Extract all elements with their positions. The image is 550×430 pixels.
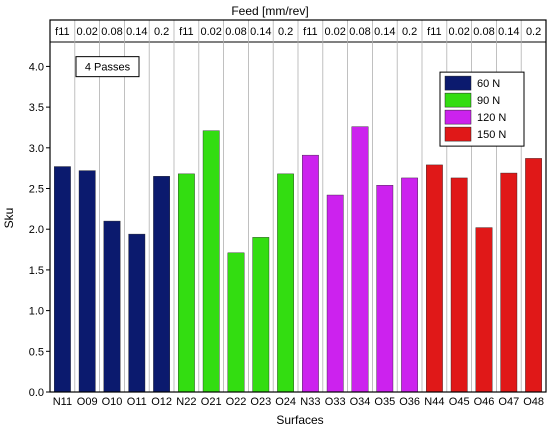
y-tick-label: 1.5 [29, 265, 44, 277]
feed-label: 0.08 [225, 26, 246, 38]
x-tick-label: O34 [350, 396, 371, 408]
plot-frame [49, 19, 547, 393]
bar-o11 [128, 233, 146, 393]
legend-label: 90 N [477, 95, 500, 107]
feed-label: 0.2 [402, 26, 417, 38]
feed-label: 0.02 [76, 26, 97, 38]
bar-o33 [326, 194, 344, 393]
x-axis-title: Surfaces [276, 413, 323, 427]
x-tick-label: O23 [250, 396, 271, 408]
x-tick-label: O10 [102, 396, 123, 408]
bar-o10 [103, 220, 121, 393]
legend-label: 150 N [477, 129, 506, 141]
feed-label: 0.02 [448, 26, 469, 38]
feed-label: 0.14 [126, 26, 147, 38]
legend-swatch [444, 109, 472, 125]
y-tick-label: 2.5 [29, 184, 44, 196]
y-tick-label: 3.0 [29, 143, 44, 155]
x-tick-label: O36 [399, 396, 420, 408]
bar-o34 [351, 126, 369, 393]
y-tick-label: 0.5 [29, 346, 44, 358]
x-tick-label: O09 [77, 396, 98, 408]
x-tick-label: O47 [498, 396, 519, 408]
bar-o48 [525, 158, 542, 393]
bar-o36 [401, 177, 418, 393]
legend-swatch [444, 75, 472, 91]
feed-label: f11 [427, 26, 441, 38]
bar-n33 [302, 154, 319, 393]
top-axis-title: Feed [mm/rev] [231, 4, 308, 18]
y-tick-label: 1.0 [29, 306, 44, 318]
bar-o21 [202, 130, 220, 393]
bar-o09 [78, 170, 96, 393]
x-tick-label: N44 [424, 396, 444, 408]
bar-o47 [500, 172, 518, 393]
plot-area: f11 0.02 0.08 0.14 0.2 f11 0.02 0.08 0.14 0.2 f11 0… [29, 19, 547, 408]
feed-label: 0.02 [200, 26, 221, 38]
bar-n44 [426, 164, 443, 393]
x-tick-label: O21 [201, 396, 222, 408]
feed-label: 0.08 [349, 26, 370, 38]
bar-n22 [178, 173, 195, 393]
bar-o45 [450, 177, 468, 393]
feed-label: 0.14 [498, 26, 519, 38]
bar-o35 [376, 185, 394, 393]
x-tick-label: O12 [151, 396, 172, 408]
x-tick-label: O22 [226, 396, 247, 408]
x-tick-label: N11 [53, 396, 72, 408]
x-tick-label: O33 [325, 396, 346, 408]
x-tick-label: O46 [474, 396, 495, 408]
x-tick-label: O35 [374, 396, 395, 408]
x-tick-label: N33 [300, 396, 320, 408]
y-axis-title: Sku [2, 208, 16, 229]
legend-swatch [444, 92, 472, 108]
bar-n11 [54, 166, 71, 393]
feed-label: f11 [55, 26, 69, 38]
bar-o22 [227, 252, 245, 393]
feed-label: 0.02 [324, 26, 345, 38]
bar-o46 [475, 227, 493, 393]
annotation-box [75, 56, 140, 78]
legend-swatch [444, 126, 472, 142]
feed-label: 0.08 [473, 26, 494, 38]
feed-label: 0.08 [101, 26, 122, 38]
feed-label: f11 [179, 26, 193, 38]
x-tick-label: O11 [127, 396, 147, 408]
y-tick-label: 0.0 [29, 387, 44, 399]
legend-label: 60 N [477, 78, 500, 90]
x-tick-label: O24 [275, 396, 296, 408]
y-tick-label: 4.0 [29, 61, 44, 73]
legend-label: 120 N [477, 112, 506, 124]
x-tick-label: N22 [176, 396, 196, 408]
feed-label: 0.14 [374, 26, 395, 38]
feed-label: 0.14 [250, 26, 271, 38]
y-tick-label: 2.0 [29, 224, 44, 236]
feed-label: 0.2 [154, 26, 169, 38]
bar-o24 [277, 173, 294, 393]
x-tick-label: O45 [449, 396, 470, 408]
y-tick-label: 3.5 [29, 102, 44, 114]
annotation-text: 4 Passes [85, 62, 131, 74]
bar-o23 [252, 237, 270, 393]
x-tick-label: O48 [523, 396, 544, 408]
feed-label: 0.2 [278, 26, 293, 38]
feed-label: f11 [303, 26, 317, 38]
bar-o12 [153, 176, 170, 393]
feed-label: 0.2 [526, 26, 541, 38]
